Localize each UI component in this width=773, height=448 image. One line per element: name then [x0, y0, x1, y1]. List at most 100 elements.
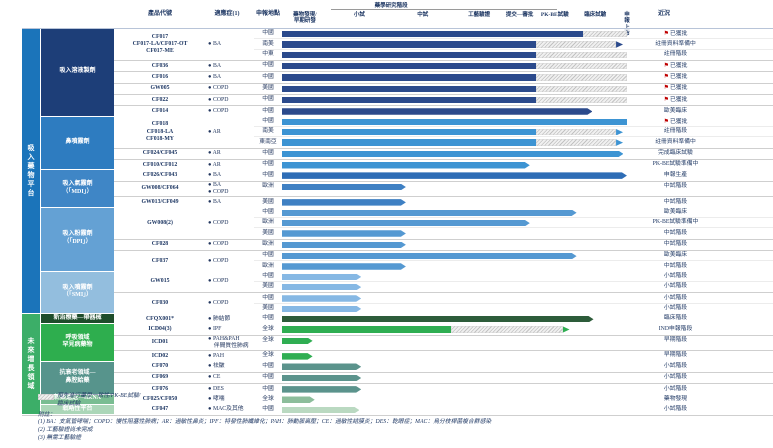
- product-code: CF036: [151, 62, 169, 69]
- product-code: CF030: [151, 300, 169, 307]
- status-label: 小試階段: [663, 304, 688, 311]
- stage-axis-header: 藥學研究階段 藥物發現/ 早期研發 小試 中試 工藝驗證 提交—審批 PK-BE試驗 臨床試…: [282, 0, 634, 37]
- stage-bar-arrow-tip: [616, 128, 624, 136]
- indication-label: ● 哮喘: [208, 396, 225, 403]
- stage-bar: [282, 230, 406, 237]
- stage-bar-track: [282, 395, 634, 405]
- product-list: CF070 ● 祛皺 中國 小試階段 CF069 ● CE 中國 小試階段 CF076 ● DES…: [114, 362, 773, 395]
- stage-bar: [282, 263, 406, 270]
- region-row: 中國 歐美臨床: [254, 106, 773, 116]
- status-label: 已獲批: [669, 96, 688, 103]
- region-label: 全球: [262, 395, 274, 402]
- region-label: 中國: [262, 62, 274, 69]
- product-row: CF028 ● COPD 歐洲 中試階段: [114, 240, 773, 251]
- status-label: 小試階段: [663, 362, 688, 369]
- stage-bar: [282, 96, 536, 104]
- region-row: 中國 小試階段: [254, 373, 773, 383]
- status-label: 小試階段: [663, 283, 688, 290]
- region-rows: 全球 IND申報階段: [254, 324, 773, 334]
- stage-bar: [282, 118, 627, 126]
- stage-bar-track: [282, 50, 634, 60]
- region-rows: 中國 PK-BE試驗準備中: [254, 160, 773, 170]
- pipeline-table-body: 吸入藥物平台 吸入溶液製劑 CF017 CF017-LA/CF017-OT CF01…: [22, 28, 773, 417]
- region-row: 美國 中試階段: [254, 228, 773, 238]
- status-label: 已獲批: [669, 62, 688, 69]
- status-label: 已獲批: [669, 30, 688, 37]
- stage-column-label: 小試: [353, 12, 365, 18]
- region-row: 中國 小試階段: [254, 362, 773, 372]
- product-row: CF026/CF043 ● BA 中國 申報生產: [114, 170, 773, 182]
- stage-bar-track: [282, 228, 634, 238]
- product-code: GW015: [150, 278, 170, 285]
- region-label: 中國: [262, 96, 274, 103]
- stage-bar: [282, 316, 594, 323]
- product-code: GW005: [150, 85, 170, 92]
- region-label: 全球: [262, 337, 274, 344]
- stage-bar-track: [282, 29, 634, 39]
- category-group: 呼吸領域 罕見病藥物 ICD04(3) ● IPF 全球 IND申報階段 ICD01 ● P…: [40, 324, 773, 362]
- status-label: 中試階段: [663, 229, 688, 236]
- status-label: 已獲批: [669, 118, 688, 125]
- stage-bar-track: [282, 384, 634, 394]
- stage-bar: [282, 242, 406, 249]
- product-row: CF025/CF050 ● 哮喘 全球 藥物發現: [114, 395, 773, 405]
- stage-bar-track: [282, 351, 634, 361]
- category-group-list: 吸入溶液製劑 CF017 CF017-LA/CF017-OT CF017-ME ● …: [40, 29, 773, 315]
- region-row: 南美 註冊資料準備中: [254, 39, 773, 50]
- region-label: 中國: [262, 171, 274, 178]
- indication-label: ● PAH&PAH 伴間質性肺病: [208, 335, 249, 349]
- region-rows: 美國 ⚑已獲批: [254, 84, 773, 94]
- status-label: 已獲批: [669, 85, 688, 92]
- status-cell: IND申報階段: [634, 325, 773, 333]
- status-label: IND申報階段: [658, 325, 693, 332]
- stage-bar: [282, 284, 361, 291]
- category-label: 吸入噴霧劑 （「SMI」）: [40, 271, 114, 315]
- stage-bar-track: [282, 39, 634, 49]
- region-row: 中國 小試階段: [254, 293, 773, 304]
- region-label: 中國: [262, 406, 274, 413]
- stage-bar: [282, 62, 536, 70]
- status-cell: ⚑已獲批: [634, 74, 773, 81]
- region-rows: 中國 小試階段: [254, 384, 773, 394]
- region-row: 中國 臨床階段: [254, 314, 773, 324]
- stage-bar-arrow-tip: [616, 139, 624, 146]
- stage-bar: [282, 199, 406, 206]
- product-row: GW008(2) ● COPD 中國 歐美臨床 歐洲 PK-BE試驗準備中 美國 中試階段: [114, 208, 773, 240]
- hatch-swatch-icon: [38, 394, 54, 400]
- status-label: PK-BE試驗準備中: [652, 161, 699, 168]
- region-label: 中國: [262, 150, 274, 157]
- region-row: 美國 中試階段: [254, 197, 773, 207]
- region-row: 中國 小試階段: [254, 405, 773, 415]
- indication-label: ● CE: [208, 374, 221, 381]
- product-code: CF025/CF050: [142, 396, 178, 403]
- region-row: 東南亞 註冊資料準備中: [254, 137, 773, 147]
- notes-block: 附註： (1) BA：支氣管哮喘；COPD：慢性阻塞性肺病；AR：過敏性鼻炎；I…: [38, 412, 758, 443]
- product-code: CF022: [151, 96, 169, 103]
- stage-bar: [282, 51, 536, 59]
- stage-bar-hatch-segment: [535, 96, 627, 104]
- stage-column-label: 藥物發現/ 早期研發: [293, 12, 317, 25]
- stage-bar-hatch-segment: [535, 41, 617, 48]
- product-row: GW008/CF064 ● BA ● COPD 歐洲 中試階段: [114, 182, 773, 198]
- stage-column-label: 工藝驗證: [468, 12, 491, 18]
- region-rows: 中國 小試階段 美國 小試階段: [254, 293, 773, 314]
- indication-label: ● COPD: [208, 257, 229, 264]
- status-label: PK-BE試驗準備中: [652, 219, 699, 226]
- region-rows: 中國 歐美臨床 歐洲 中試階段: [254, 251, 773, 272]
- stage-bar-track: [282, 137, 634, 147]
- region-rows: 歐洲 中試階段: [254, 182, 773, 196]
- status-cell: ⚑已獲批: [634, 31, 773, 38]
- product-list: ICD04(3) ● IPF 全球 IND申報階段 ICD01 ● PAH&PAH 伴間質…: [114, 324, 773, 361]
- region-row: 中國 ⚑已獲批: [254, 72, 773, 82]
- stage-bar: [282, 386, 361, 393]
- category-group-list: 新治療藥—帶器械 CFQX001* ● 肺結節 中國 臨床階段 呼吸領域 罕見病藥物 ICD…: [40, 314, 773, 416]
- status-cell: 藥物發現: [634, 396, 773, 403]
- stage-column-label: 申報上市: [624, 12, 630, 37]
- product-code: ICD04(3): [148, 325, 172, 332]
- status-cell: 小試階段: [634, 374, 773, 381]
- status-label: 小試階段: [663, 406, 688, 413]
- stage-bar: [282, 326, 451, 333]
- category-group: 新治療藥—帶器械 CFQX001* ● 肺結節 中國 臨床階段: [40, 314, 773, 325]
- region-row: 全球 IND申報階段: [254, 324, 773, 334]
- product-row: GW005 ● COPD 美國 ⚑已獲批: [114, 84, 773, 96]
